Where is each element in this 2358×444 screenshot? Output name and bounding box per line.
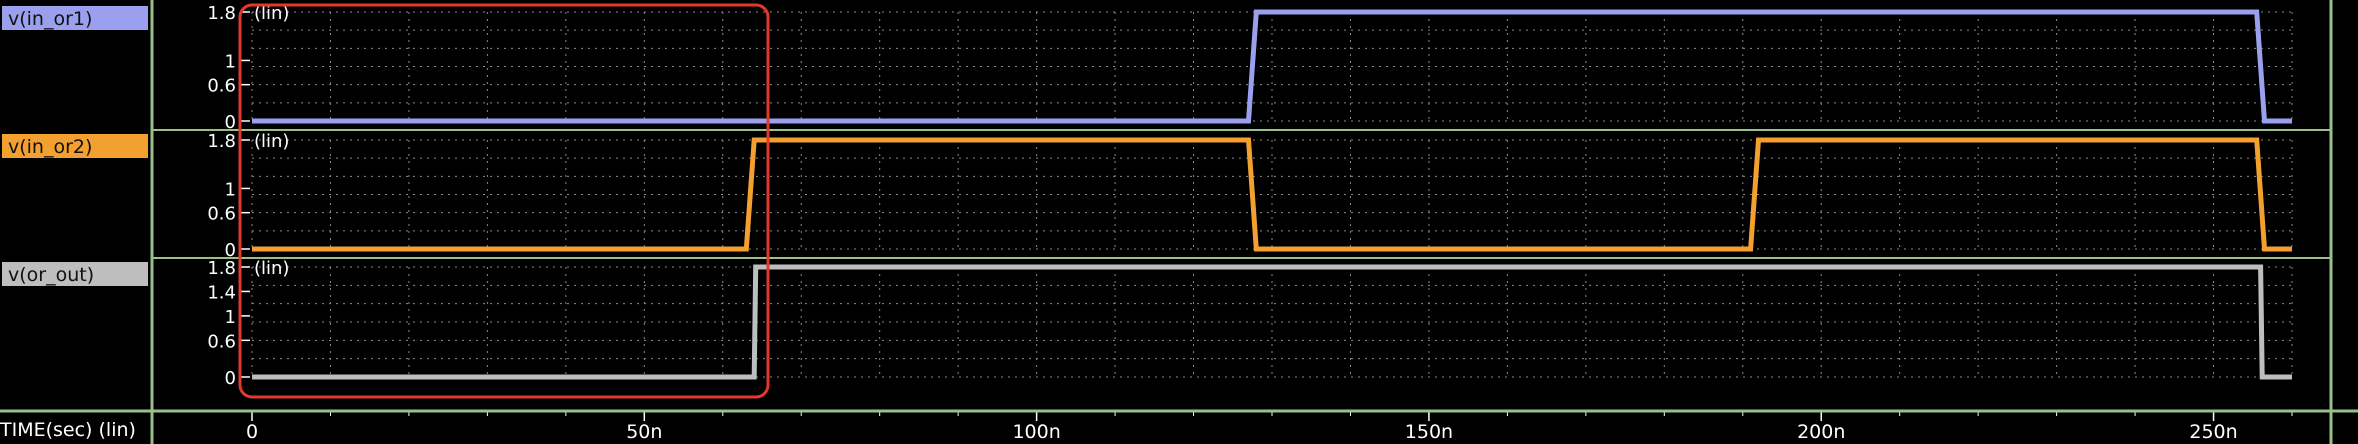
y-tick-label: 1.8: [207, 258, 236, 279]
y-tick-label: 1: [225, 307, 236, 328]
y-tick-label: 0.6: [207, 76, 236, 97]
signal-label-box: [2, 6, 148, 30]
signal-label-box: [2, 134, 148, 158]
trace-panel-2: 1.8 1 0.6 0 (lin) v(in_or2): [2, 129, 2331, 261]
y-tick-label: 1.4: [207, 282, 236, 303]
x-tick-label: 200n: [1797, 421, 1845, 443]
signal-label-box: [2, 262, 148, 286]
waveform-trace: [252, 264, 2292, 380]
x-tick-label: 150n: [1405, 421, 1453, 443]
y-tick-label: 1.8: [207, 3, 236, 24]
waveform-trace: [252, 9, 2292, 124]
y-tick-label: 0.6: [207, 331, 236, 352]
x-tick-label: 50n: [626, 421, 662, 443]
y-tick-label: 0.6: [207, 204, 236, 225]
y-tick-label: 1: [225, 51, 236, 72]
trace-panel-1: 1.8 1 0.6 0 (lin) v(in_or1): [2, 3, 2293, 133]
y-scale-label: (lin): [254, 258, 289, 279]
signal-name: v(in_or1): [8, 8, 92, 30]
waveform-trace: [252, 137, 2292, 252]
x-axis-label: TIME(sec) (lin): [0, 419, 136, 441]
highlight-box: [238, 3, 770, 399]
x-tick-label: 250n: [2189, 421, 2237, 443]
signal-name: v(in_or2): [8, 136, 92, 158]
y-tick-label: 1.8: [207, 131, 236, 152]
y-tick-label: 0: [225, 112, 236, 133]
signal-name: v(or_out): [8, 264, 94, 286]
y-tick-label: 0: [225, 240, 236, 261]
y-tick-label: 0: [225, 368, 236, 389]
trace-panel-3: 1.8 1.4 1 0.6 0 (lin) v(or_out): [2, 257, 2331, 389]
y-scale-label: (lin): [254, 131, 289, 152]
y-tick-label: 1: [225, 179, 236, 200]
x-tick-label: 100n: [1012, 421, 1060, 443]
x-tick-label: 0: [246, 421, 258, 443]
y-scale-label: (lin): [254, 3, 289, 24]
